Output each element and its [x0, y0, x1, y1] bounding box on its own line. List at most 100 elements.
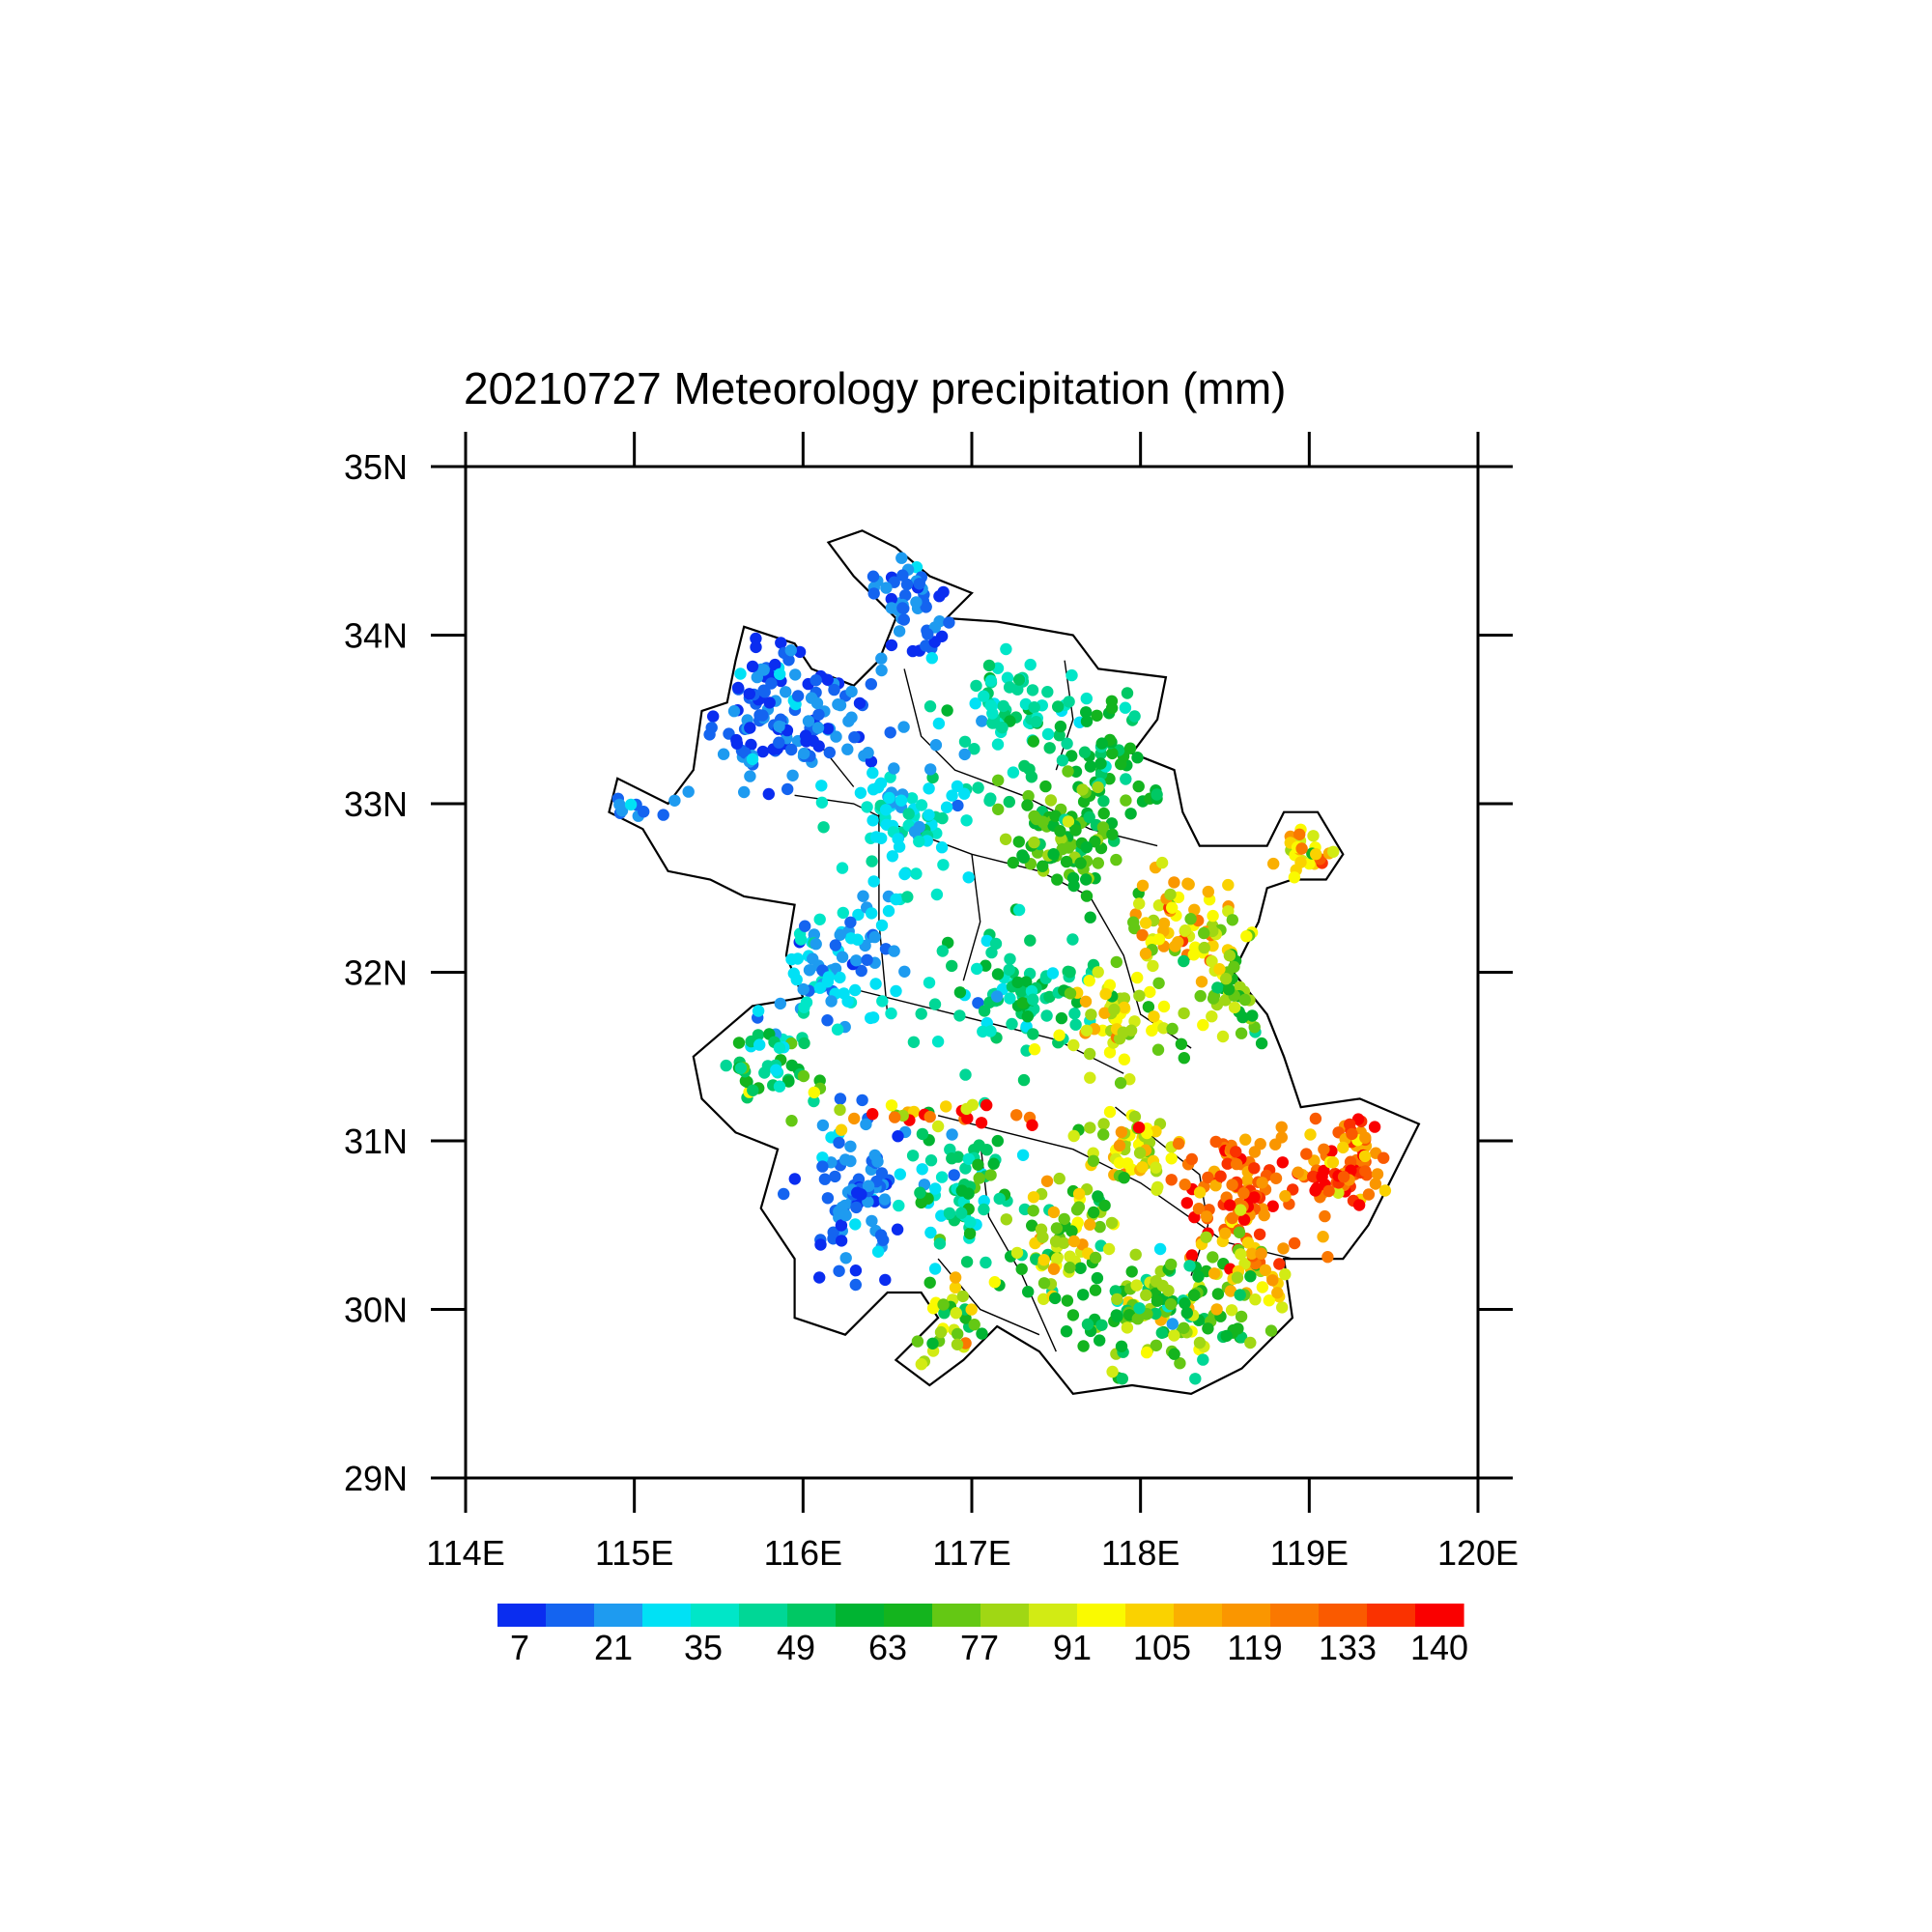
station-point	[1327, 845, 1340, 858]
station-point	[752, 1005, 765, 1017]
station-point	[889, 1111, 901, 1123]
station-point	[856, 1094, 868, 1107]
station-point	[1300, 1148, 1313, 1160]
station-point	[1308, 1154, 1321, 1167]
x-tick-label: 115E	[595, 1533, 673, 1573]
station-point	[867, 766, 879, 780]
station-point	[848, 731, 861, 744]
station-point	[811, 722, 825, 734]
station-point	[1097, 1128, 1110, 1141]
station-point	[1049, 810, 1062, 822]
station-point	[1047, 848, 1060, 861]
station-point	[924, 763, 937, 776]
station-point	[915, 1008, 927, 1020]
station-point	[888, 762, 900, 775]
station-point	[896, 569, 909, 582]
station-point	[1044, 794, 1058, 807]
station-point	[1293, 828, 1306, 840]
station-point	[1050, 1222, 1064, 1235]
y-tick-label: 34N	[344, 616, 408, 656]
station-point	[1180, 1306, 1194, 1320]
station-point	[1047, 1263, 1061, 1275]
station-point	[1169, 940, 1181, 952]
station-point	[940, 1100, 952, 1113]
station-point	[915, 799, 928, 811]
station-point	[816, 1151, 829, 1164]
station-point	[1069, 1018, 1082, 1031]
station-point	[867, 875, 880, 888]
station-point	[785, 1059, 798, 1072]
station-point	[1244, 1336, 1257, 1350]
station-point	[1047, 1206, 1061, 1219]
station-point	[1052, 700, 1065, 713]
station-point	[922, 628, 934, 640]
station-point	[1155, 856, 1169, 869]
station-point	[1240, 930, 1253, 943]
station-point	[875, 664, 888, 677]
station-point	[839, 1252, 852, 1264]
station-point	[1193, 1186, 1207, 1199]
station-point	[1220, 1329, 1233, 1343]
station-point	[1007, 766, 1020, 779]
station-point	[1084, 1071, 1096, 1084]
station-point	[1028, 836, 1040, 849]
station-point	[1178, 1052, 1191, 1065]
station-point	[1081, 1318, 1094, 1331]
station-point	[1153, 1242, 1167, 1256]
station-point	[1079, 995, 1093, 1009]
station-point	[850, 954, 863, 967]
station-point	[1241, 1174, 1254, 1187]
station-point	[1043, 990, 1056, 1004]
station-point	[931, 1036, 945, 1048]
station-point	[834, 1103, 846, 1117]
station-point	[867, 570, 880, 582]
station-point	[951, 1338, 964, 1351]
station-point	[1076, 783, 1089, 796]
station-point	[987, 1157, 1000, 1170]
station-point	[739, 1074, 753, 1088]
station-point	[1136, 1161, 1149, 1174]
station-point	[1155, 1326, 1169, 1340]
station-point	[1206, 954, 1218, 968]
station-point	[1246, 1009, 1259, 1022]
station-point	[988, 1276, 1001, 1289]
station-point	[821, 723, 835, 735]
station-point	[1110, 955, 1123, 969]
station-point	[638, 806, 650, 818]
station-point	[1131, 752, 1144, 764]
station-point	[808, 1086, 820, 1099]
station-point	[1084, 911, 1096, 923]
station-point	[1206, 1010, 1218, 1023]
station-point	[1344, 1155, 1357, 1168]
station-point	[815, 780, 828, 792]
station-point	[1192, 1203, 1206, 1215]
station-point	[1094, 1220, 1106, 1234]
station-point	[890, 984, 902, 998]
station-point	[1220, 973, 1233, 985]
station-point	[1098, 1199, 1111, 1212]
station-point	[1216, 1030, 1230, 1043]
colorbar-swatch	[1125, 1604, 1175, 1627]
station-point	[1027, 735, 1040, 748]
station-point	[932, 717, 946, 730]
station-point	[962, 1152, 975, 1166]
station-point	[1207, 1251, 1219, 1264]
station-point	[1230, 1157, 1243, 1171]
station-point	[890, 893, 902, 906]
station-point	[1080, 692, 1094, 705]
station-point	[943, 616, 955, 629]
station-point	[1194, 989, 1207, 1003]
station-point	[1125, 1265, 1138, 1278]
station-point	[1288, 871, 1301, 884]
station-point	[838, 987, 850, 1000]
station-point	[866, 1214, 878, 1228]
station-point	[865, 1011, 877, 1025]
station-point	[1368, 1121, 1381, 1133]
station-point	[1071, 1216, 1084, 1229]
station-point	[1096, 821, 1110, 834]
station-point	[906, 1150, 920, 1162]
station-point	[835, 1219, 848, 1232]
station-point	[885, 592, 897, 606]
colorbar-label: 21	[594, 1628, 633, 1667]
station-point	[953, 1009, 966, 1022]
